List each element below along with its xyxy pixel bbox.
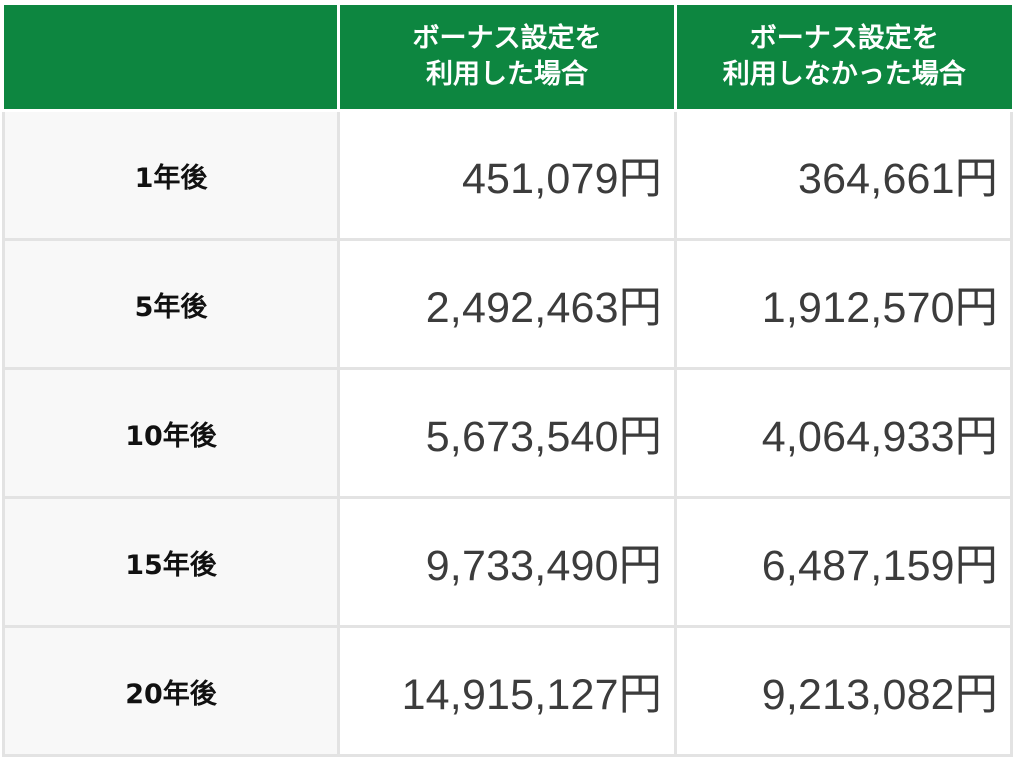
row-label: 5年後 bbox=[2, 238, 340, 370]
value-with-bonus: 451,079円 bbox=[336, 109, 677, 241]
header-without-bonus: ボーナス設定を 利用しなかった場合 bbox=[673, 5, 1012, 112]
row-label: 15年後 bbox=[2, 496, 340, 628]
header-with-bonus-line-2: 利用した場合 bbox=[425, 59, 588, 90]
comparison-table: ボーナス設定を 利用した場合 ボーナス設定を 利用しなかった場合 1年後 451… bbox=[2, 5, 1014, 757]
table-header-row: ボーナス設定を 利用した場合 ボーナス設定を 利用しなかった場合 bbox=[3, 5, 1012, 112]
value-without-bonus: 364,661円 bbox=[673, 109, 1014, 241]
value-without-bonus: 9,213,082円 bbox=[673, 625, 1014, 757]
header-corner-cell bbox=[3, 5, 340, 112]
header-without-bonus-line-1: ボーナス設定を bbox=[749, 23, 939, 54]
header-with-bonus: ボーナス設定を 利用した場合 bbox=[336, 5, 677, 112]
value-without-bonus: 4,064,933円 bbox=[673, 367, 1014, 499]
table-row: 5年後 2,492,463円 1,912,570円 bbox=[2, 238, 1014, 370]
value-with-bonus: 2,492,463円 bbox=[336, 238, 677, 370]
row-label: 10年後 bbox=[2, 367, 340, 499]
value-with-bonus: 9,733,490円 bbox=[336, 496, 677, 628]
header-without-bonus-line-2: 利用しなかった場合 bbox=[722, 59, 966, 90]
value-without-bonus: 6,487,159円 bbox=[673, 496, 1014, 628]
table-row: 1年後 451,079円 364,661円 bbox=[2, 109, 1014, 241]
value-with-bonus: 5,673,540円 bbox=[336, 367, 677, 499]
value-with-bonus: 14,915,127円 bbox=[336, 625, 677, 757]
table-row: 15年後 9,733,490円 6,487,159円 bbox=[2, 496, 1014, 628]
header-with-bonus-line-1: ボーナス設定を bbox=[412, 23, 602, 54]
value-without-bonus: 1,912,570円 bbox=[673, 238, 1014, 370]
table-row: 20年後 14,915,127円 9,213,082円 bbox=[2, 625, 1014, 757]
table-row: 10年後 5,673,540円 4,064,933円 bbox=[2, 367, 1014, 499]
row-label: 20年後 bbox=[2, 625, 340, 757]
row-label: 1年後 bbox=[2, 109, 340, 241]
